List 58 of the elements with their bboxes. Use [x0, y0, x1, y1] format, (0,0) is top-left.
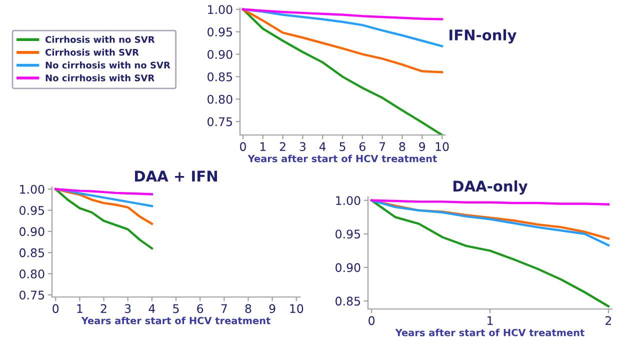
x-tick-label: 5: [340, 142, 346, 152]
y-tick-label: 1.00: [336, 196, 360, 206]
y-tick-label: 0.85: [208, 72, 232, 82]
y-tick-label: 0.95: [20, 206, 44, 215]
line-series: [54, 188, 154, 250]
x-tick-label: 0: [368, 316, 375, 326]
x-tick-label: 6: [359, 142, 366, 152]
x-tick-label: 2: [280, 142, 286, 151]
y-tick-label: 1.00: [20, 184, 44, 194]
x-tick-label: 9: [269, 304, 276, 314]
line-series: [54, 188, 154, 208]
x-tick-label: 1: [260, 142, 266, 151]
x-tick-label: 8: [399, 142, 406, 152]
x-tick-label: 1: [77, 304, 82, 313]
y-tick-label: 0.75: [20, 290, 44, 300]
y-tick-label: 0.75: [208, 117, 232, 126]
x-tick-label: 5: [173, 304, 179, 314]
x-tick-label: 10: [290, 304, 304, 314]
x-axis-title: Years after start of HCV treatment: [395, 328, 584, 336]
y-tick-label: 0.80: [208, 94, 232, 104]
x-tick-label: 9: [419, 142, 426, 152]
x-tick-label: 3: [300, 142, 306, 152]
x-tick-label: 7: [380, 142, 386, 151]
x-tick-label: 2: [100, 304, 106, 313]
y-tick-label: 0.90: [20, 227, 44, 236]
y-tick-label: 0.80: [20, 269, 44, 278]
x-tick-label: 2: [606, 316, 612, 325]
legend-label: Cirrhosis with no SVR: [45, 36, 155, 43]
y-tick-label: 0.85: [336, 296, 360, 306]
legend-label: Cirrhosis with SVR: [45, 48, 139, 56]
y-tick-label: 0.95: [208, 28, 232, 36]
y-tick-label: 1.00: [208, 5, 232, 14]
chart-title: DAA + IFN: [135, 170, 217, 182]
x-tick-label: 8: [245, 304, 252, 314]
line-series: [242, 8, 444, 135]
line-series: [242, 8, 444, 20]
x-axis-title: Years after start of HCV treatment: [248, 154, 437, 162]
x-tick-label: 3: [124, 304, 131, 314]
x-tick-label: 4: [319, 142, 326, 151]
x-tick-label: 6: [197, 304, 204, 314]
chart-title: DAA-only: [454, 180, 528, 195]
line-series: [54, 188, 154, 225]
x-tick-label: 0: [52, 304, 59, 314]
x-tick-label: 0: [240, 142, 246, 152]
x-tick-label: 4: [148, 304, 156, 313]
x-tick-label: 1: [488, 316, 493, 325]
y-tick-label: 0.95: [336, 230, 360, 239]
y-tick-label: 0.85: [20, 248, 44, 258]
x-tick-label: 7: [221, 304, 227, 313]
y-tick-label: 0.90: [208, 50, 232, 59]
x-tick-label: 10: [436, 142, 449, 152]
legend-label: No cirrhosis with no SVR: [46, 62, 170, 69]
y-tick-label: 0.90: [336, 263, 360, 272]
x-axis-title: Years after start of HCV treatment: [81, 316, 270, 324]
legend-label: No cirrhosis with SVR: [46, 74, 154, 82]
line-series: [242, 8, 444, 74]
text: IFN-only: [450, 29, 516, 44]
line-series: [370, 199, 610, 308]
